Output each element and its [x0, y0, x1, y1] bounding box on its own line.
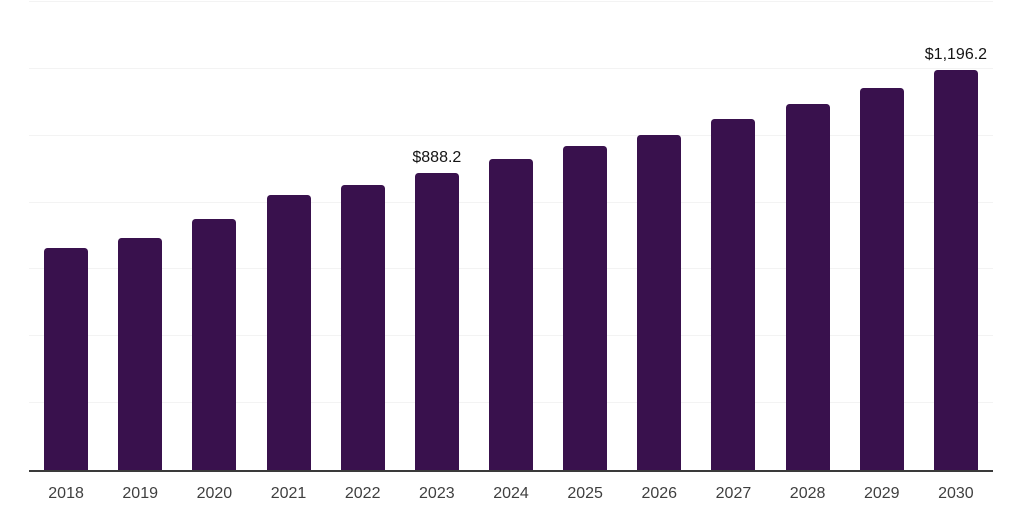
x-axis-label-2021: 2021	[270, 485, 307, 502]
bar-2019	[118, 238, 163, 470]
bar-2027	[711, 119, 756, 470]
plot-area: $888.2 $1,196.2	[29, 1, 993, 472]
bar-2022	[340, 185, 385, 470]
x-axis-label-2022: 2022	[344, 485, 381, 502]
bar-2021	[266, 195, 311, 470]
bar-2023	[414, 173, 459, 470]
gridline	[29, 1, 993, 2]
x-axis-label-2029: 2029	[863, 485, 900, 502]
bar-value-label-2023: $888.2	[412, 149, 462, 167]
x-axis-label-2027: 2027	[715, 485, 752, 502]
bar-2026	[637, 135, 682, 470]
x-axis-label-2020: 2020	[196, 485, 233, 502]
x-axis-label-2025: 2025	[567, 485, 603, 502]
bar-value-label-2030: $1,196.2	[924, 46, 988, 64]
bar-2018	[44, 248, 89, 470]
bar-2025	[563, 146, 608, 470]
gridline	[29, 67, 993, 69]
gridline	[29, 134, 993, 136]
bar-2024	[489, 159, 533, 470]
bar-2020	[192, 218, 237, 470]
x-axis-label-2030: 2030	[938, 485, 974, 502]
x-axis-label-2023: 2023	[419, 485, 455, 502]
bar-2028	[785, 103, 830, 470]
bar-2029	[859, 87, 904, 470]
x-axis-label-2028: 2028	[789, 485, 826, 502]
bar-2030	[933, 70, 978, 470]
x-axis-label-2018: 2018	[48, 485, 84, 502]
x-axis-label-2019: 2019	[122, 485, 158, 502]
x-axis-line	[29, 470, 993, 472]
x-axis-label-2026: 2026	[641, 485, 678, 502]
x-axis-label-2024: 2024	[493, 485, 529, 502]
